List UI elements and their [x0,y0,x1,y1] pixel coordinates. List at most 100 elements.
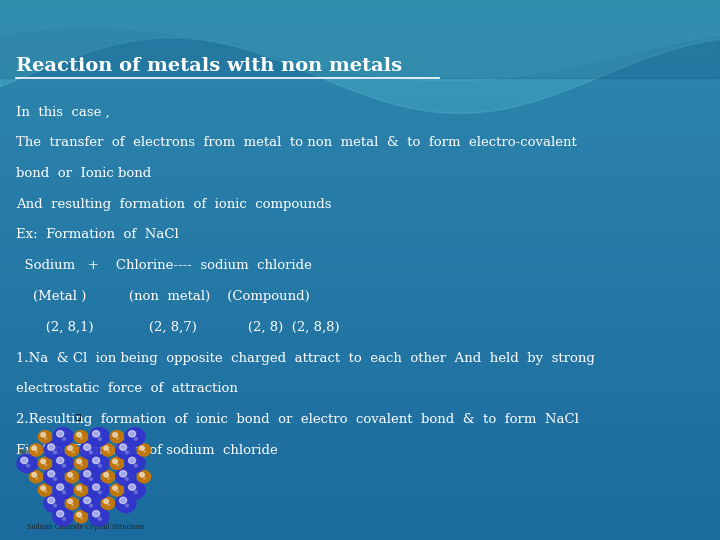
Circle shape [116,468,136,486]
Circle shape [38,484,52,496]
Circle shape [53,504,57,507]
Circle shape [80,494,100,512]
Circle shape [125,454,145,472]
Circle shape [68,472,73,477]
Circle shape [117,464,119,466]
Circle shape [140,472,144,477]
Circle shape [30,444,42,456]
Circle shape [77,433,81,437]
Circle shape [117,491,119,492]
Circle shape [38,457,52,469]
Text: electrostatic  force  of  attraction: electrostatic force of attraction [16,382,238,395]
Text: Fig:8.6  Formation  of sodium  chloride: Fig:8.6 Formation of sodium chloride [16,444,278,457]
Circle shape [36,451,37,453]
Circle shape [74,484,88,496]
Circle shape [140,446,144,450]
Circle shape [93,457,99,464]
Text: In  this  case ,: In this case , [16,105,109,118]
Circle shape [84,444,91,450]
Circle shape [135,437,138,441]
Circle shape [120,444,127,450]
Circle shape [68,500,73,503]
Circle shape [125,481,145,499]
Text: (2, 8,1)             (2, 8,7)            (2, 8)  (2, 8,8): (2, 8,1) (2, 8,7) (2, 8) (2, 8,8) [16,321,339,334]
Circle shape [81,464,83,466]
Circle shape [143,477,145,479]
Circle shape [117,437,119,439]
Circle shape [135,464,138,467]
Circle shape [74,430,88,443]
Circle shape [66,444,78,456]
Circle shape [110,457,124,469]
Circle shape [84,497,91,504]
Circle shape [57,484,64,490]
Text: Reaction of metals with non metals: Reaction of metals with non metals [16,57,402,75]
Circle shape [120,470,127,477]
Circle shape [99,437,102,441]
Circle shape [81,491,83,492]
Circle shape [93,430,99,437]
Circle shape [129,457,135,464]
Circle shape [48,497,55,504]
Circle shape [89,428,109,446]
Circle shape [63,464,66,467]
Text: bond  or  Ionic bond: bond or Ionic bond [16,167,151,180]
Circle shape [129,484,135,490]
Circle shape [116,494,136,512]
Circle shape [93,484,99,490]
Circle shape [137,470,150,483]
Circle shape [125,451,128,454]
Text: And  resulting  formation  of  ionic  compounds: And resulting formation of ionic compoun… [16,198,331,211]
Circle shape [116,441,136,459]
Circle shape [48,444,55,450]
Circle shape [38,430,52,443]
Circle shape [113,460,117,463]
Circle shape [104,472,109,477]
Circle shape [113,433,117,437]
Text: Sodium   +    Chlorine----  sodium  chloride: Sodium + Chlorine---- sodium chloride [16,259,312,272]
Circle shape [107,477,109,479]
Circle shape [63,517,66,521]
Circle shape [81,437,83,439]
Circle shape [17,454,37,472]
Circle shape [143,451,145,453]
Circle shape [77,512,81,517]
Circle shape [41,486,45,490]
Circle shape [44,468,64,486]
Circle shape [21,457,28,464]
Circle shape [72,504,73,506]
Text: Sodium Chloride Crystal Structure: Sodium Chloride Crystal Structure [27,523,145,531]
Circle shape [102,444,114,456]
Circle shape [63,491,66,494]
Circle shape [53,451,57,454]
Circle shape [77,460,81,463]
Circle shape [41,433,45,437]
Circle shape [32,472,37,477]
Circle shape [89,504,92,507]
Circle shape [89,454,109,472]
Circle shape [107,451,109,453]
Circle shape [63,437,66,441]
Circle shape [107,504,109,506]
Circle shape [53,428,73,446]
Circle shape [45,437,47,439]
Circle shape [66,470,78,483]
Text: 2.Resulting  formation  of  ionic  bond  or  electro  covalent  bond  &  to  for: 2.Resulting formation of ionic bond or e… [16,413,579,426]
Text: 1.Na  & Cl  ion being  opposite  charged  attract  to  each  other  And  held  b: 1.Na & Cl ion being opposite charged att… [16,352,595,365]
Circle shape [81,517,83,519]
Circle shape [125,477,128,481]
Circle shape [80,441,100,459]
Circle shape [44,441,64,459]
Circle shape [30,470,42,483]
Circle shape [53,454,73,472]
Circle shape [57,457,64,464]
Circle shape [102,497,114,509]
Circle shape [66,497,78,509]
Circle shape [53,508,73,526]
Circle shape [53,481,73,499]
Circle shape [84,470,91,477]
Circle shape [99,491,102,494]
Circle shape [53,477,57,481]
Circle shape [99,464,102,467]
Circle shape [72,477,73,479]
